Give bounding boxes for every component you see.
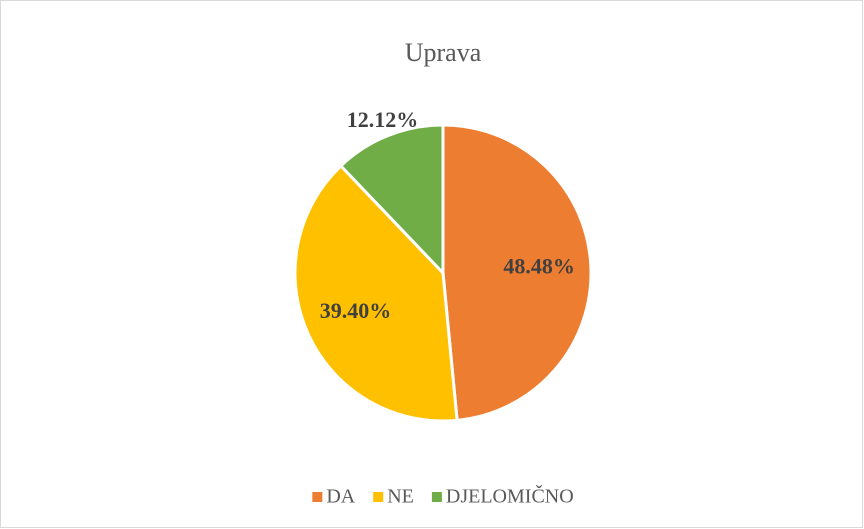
legend-label: DJELOMIČNO (446, 484, 574, 508)
data-label: 12.12% (347, 107, 419, 132)
legend-swatch (431, 492, 442, 502)
legend-label: NE (387, 486, 414, 508)
legend: DA NE DJELOMIČNO (312, 484, 574, 508)
pie-slice (441, 123, 593, 422)
chart-title: Uprava (405, 38, 482, 67)
pie-slice (338, 123, 445, 277)
data-label: 39.40% (320, 298, 392, 323)
legend-swatch (373, 492, 384, 502)
data-label: 48.48% (503, 253, 575, 278)
pie-slice (293, 163, 459, 423)
legend-swatch (312, 492, 323, 502)
legend-label: DA (326, 486, 355, 508)
